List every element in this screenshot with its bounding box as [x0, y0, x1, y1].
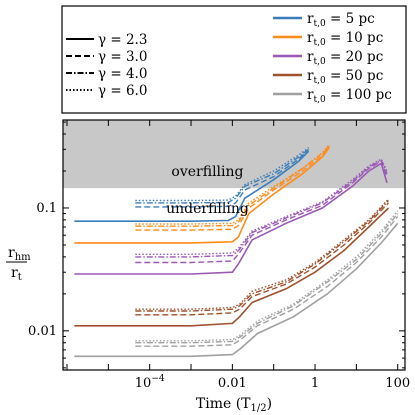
series-rt10-gamma2p3 [74, 147, 330, 244]
x-tick-label: 0.01 [218, 376, 247, 391]
series-rt50-gamma4 [135, 200, 390, 312]
y-axis-label-denominator: rt [11, 265, 22, 283]
y-axis-label-numerator: rhm [8, 245, 31, 263]
series-rt10-gamma4 [135, 145, 330, 227]
series-rt20-gamma3 [135, 160, 388, 264]
series-rt50-gamma6 [135, 198, 390, 310]
series-rt5-gamma2p3 [74, 150, 310, 222]
legend-gamma-label: γ = 3.0 [98, 49, 147, 65]
series-rt10-gamma6 [135, 143, 330, 225]
series-rt20-gamma4 [135, 159, 388, 258]
x-axis-label: Time (T1/2) [196, 396, 272, 414]
x-axis-label-sub: 1/2 [251, 403, 267, 414]
series-rt20-gamma6 [135, 158, 388, 256]
ticks: 10−4 0.01 1 100 0.01 0.1 [28, 120, 410, 391]
x-tick-label: 10−4 [135, 374, 165, 391]
x-axis-label-close: ) [267, 396, 272, 412]
legend-gamma: γ = 2.3γ = 3.0γ = 4.0γ = 6.0 [66, 32, 147, 99]
series-rt100-gamma2p3 [74, 222, 399, 358]
y-tick-label: 0.01 [28, 324, 57, 339]
y-label-den-main: r [11, 265, 18, 281]
series-rt5-gamma3 [135, 148, 310, 208]
y-tick-label: 0.1 [36, 201, 57, 216]
annotation-underfilling: underfilling [166, 201, 249, 217]
legend-rt-label: rt,0 = 5 pc [307, 11, 375, 29]
annotation-overfilling: overfilling [171, 164, 243, 180]
series-layer [74, 143, 399, 358]
legend-rt-label: rt,0 = 50 pc [307, 68, 383, 86]
series-rt5-gamma4 [135, 148, 310, 204]
series-rt100-gamma3 [135, 216, 399, 347]
y-label-den-sub: t [18, 272, 22, 283]
legend-gamma-label: γ = 6.0 [98, 83, 147, 99]
x-tick-label: 1 [311, 376, 319, 391]
series-rt20-gamma2p3 [74, 162, 388, 275]
legend-rt-label: rt,0 = 20 pc [307, 49, 383, 67]
legend: γ = 2.3γ = 3.0γ = 4.0γ = 6.0 rt,0 = 5 pc… [61, 5, 407, 114]
legend-gamma-label: γ = 4.0 [98, 66, 147, 82]
legend-rt-label: rt,0 = 100 pc [307, 87, 392, 105]
y-label-num-main: r [8, 245, 15, 261]
legend-gamma-label: γ = 2.3 [98, 32, 147, 48]
legend-rt-label: rt,0 = 10 pc [307, 30, 383, 48]
overfilling-region [63, 120, 405, 189]
x-axis-label-main: Time (T [196, 396, 251, 412]
y-label-num-sub: hm [15, 252, 31, 263]
plot-area: overfilling underfilling 10−4 0.01 1 100 0.0… [28, 119, 410, 391]
series-rt50-gamma3 [135, 202, 390, 316]
y-axis-label: rhm rt [6, 245, 31, 283]
x-tick-label: 100 [385, 376, 410, 391]
legend-frame [61, 5, 407, 114]
series-rt100-gamma6 [135, 210, 399, 342]
series-rt5-gamma6 [135, 147, 310, 202]
series-rt50-gamma2p3 [74, 207, 390, 327]
